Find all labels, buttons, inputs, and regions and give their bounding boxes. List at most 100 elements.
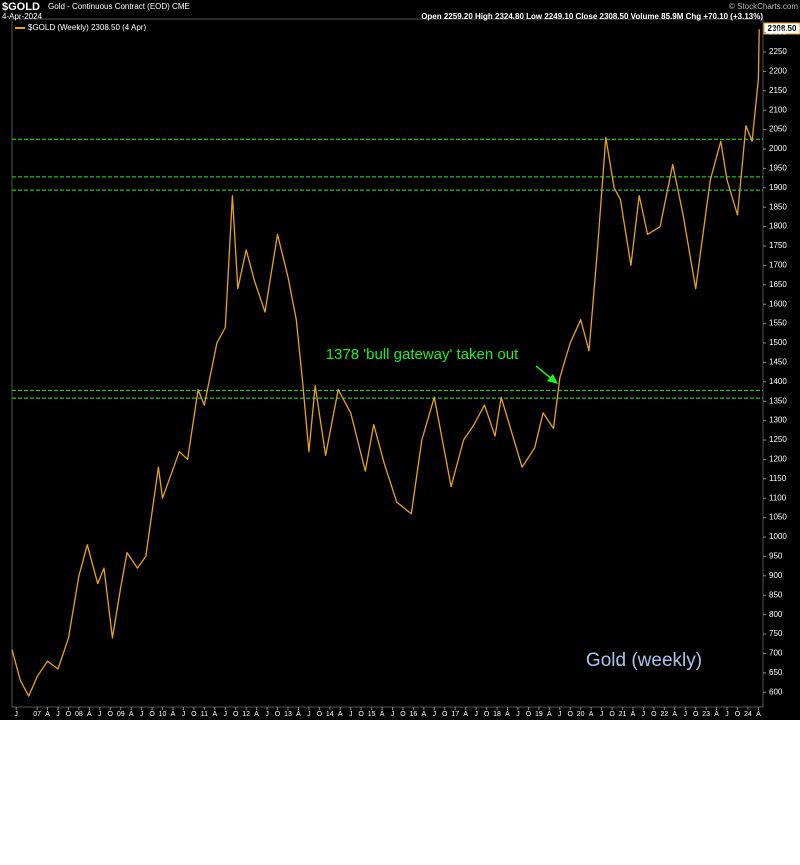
x-tick-label: J (474, 711, 478, 718)
last-value-box (763, 22, 800, 35)
annotation-arrowhead (547, 374, 558, 384)
x-tick-label: J (391, 711, 395, 718)
chart: $GOLD Gold - Continuous Contract (EOD) C… (0, 0, 800, 720)
x-tick-label: A (129, 711, 134, 718)
y-tick-label: 950 (769, 552, 783, 561)
x-tick-label: J (600, 711, 604, 718)
x-tick-label: 18 (493, 711, 501, 718)
x-tick-label: J (683, 711, 687, 718)
x-tick-label: J (349, 711, 353, 718)
y-tick-label: 2150 (769, 86, 787, 95)
y-tick-label: 650 (769, 668, 783, 677)
x-tick-label: A (589, 711, 594, 718)
x-tick-label: 19 (535, 711, 543, 718)
x-tick-label: J (558, 711, 562, 718)
y-tick-label: 2300 (769, 28, 787, 37)
x-tick-label: O (191, 711, 197, 718)
x-tick-label: J (265, 711, 269, 718)
x-tick-label: A (422, 711, 427, 718)
x-tick-label: O (317, 711, 323, 718)
x-tick-label: O (233, 711, 239, 718)
x-tick-label: 21 (619, 711, 627, 718)
x-tick-label: O (66, 711, 72, 718)
x-tick-label: A (631, 711, 636, 718)
x-tick-label: 09 (117, 711, 125, 718)
x-tick-label: J (725, 711, 729, 718)
x-tick-label: 13 (284, 711, 292, 718)
x-tick-label: J (98, 711, 102, 718)
x-tick-label: J (56, 711, 60, 718)
y-tick-label: 1500 (769, 338, 787, 347)
x-tick-label: 20 (577, 711, 585, 718)
y-tick-label: 1850 (769, 202, 787, 211)
x-tick-label: O (442, 711, 448, 718)
symbol: $GOLD (2, 1, 40, 13)
x-tick-label: 22 (660, 711, 668, 718)
y-tick-label: 1900 (769, 183, 787, 192)
y-tick-label: 1050 (769, 513, 787, 522)
x-tick-label: A (756, 711, 761, 718)
y-tick-label: 750 (769, 629, 783, 638)
x-tick-label: J (182, 711, 186, 718)
x-tick-label: A (547, 711, 552, 718)
x-tick-label: 11 (201, 711, 208, 718)
x-tick-label: A (45, 711, 50, 718)
x-tick-label: 14 (326, 711, 334, 718)
x-tick-label: O (400, 711, 406, 718)
chart-label: Gold (weekly) (586, 650, 702, 671)
x-tick-label: O (735, 711, 741, 718)
x-tick-label: A (212, 711, 217, 718)
x-tick-label: 23 (702, 711, 710, 718)
source: © StockCharts.com (729, 2, 798, 11)
x-tick-label: J (433, 711, 437, 718)
y-tick-label: 2250 (769, 47, 787, 56)
x-tick-label: A (338, 711, 343, 718)
y-tick-label: 1950 (769, 164, 787, 173)
x-tick-label: O (526, 711, 532, 718)
y-tick-label: 900 (769, 571, 783, 580)
last-value: 2308.50 (768, 24, 797, 33)
x-tick-label: A (714, 711, 719, 718)
x-tick-label: A (672, 711, 677, 718)
y-tick-label: 850 (769, 590, 783, 599)
x-tick-label: 12 (242, 711, 250, 718)
price-line (11, 29, 760, 697)
date: 4-Apr-2024 (2, 12, 43, 21)
x-tick-label: 17 (451, 711, 459, 718)
y-tick-label: 2050 (769, 125, 787, 134)
y-tick-label: 1750 (769, 241, 787, 250)
x-tick-label: O (609, 711, 615, 718)
x-tick-label: 16 (410, 711, 418, 718)
quote: Open 2259.20 High 2324.80 Low 2249.10 Cl… (421, 12, 763, 21)
x-tick-label: O (693, 711, 699, 718)
x-tick-label: O (275, 711, 281, 718)
x-tick-label: A (296, 711, 301, 718)
y-tick-label: 700 (769, 649, 783, 658)
x-tick-label: J (14, 711, 18, 718)
y-tick-label: 800 (769, 610, 783, 619)
x-tick-label: O (651, 711, 657, 718)
x-tick-label: A (254, 711, 259, 718)
y-tick-label: 1000 (769, 532, 787, 541)
annotation: 1378 'bull gateway' taken out (326, 346, 519, 363)
plot-frame (11, 18, 764, 708)
x-tick-label: J (516, 711, 520, 718)
y-tick-label: 1300 (769, 416, 787, 425)
y-tick-label: 1700 (769, 261, 787, 270)
x-tick-label: A (463, 711, 468, 718)
y-tick-label: 1250 (769, 435, 787, 444)
x-tick-label: O (484, 711, 490, 718)
y-tick-label: 1100 (769, 493, 787, 502)
y-tick-label: 2100 (769, 105, 787, 114)
y-tick-label: 1550 (769, 319, 787, 328)
x-tick-label: O (358, 711, 364, 718)
y-tick-label: 1350 (769, 396, 787, 405)
y-tick-label: 1450 (769, 358, 787, 367)
y-tick-label: 1600 (769, 299, 787, 308)
x-tick-label: A (505, 711, 510, 718)
x-tick-label: 24 (744, 711, 752, 718)
legend-label: $GOLD (Weekly) 2308.50 (4 Apr) (28, 23, 146, 32)
y-tick-label: 1400 (769, 377, 787, 386)
x-tick-label: A (87, 711, 92, 718)
y-tick-label: 2200 (769, 66, 787, 75)
